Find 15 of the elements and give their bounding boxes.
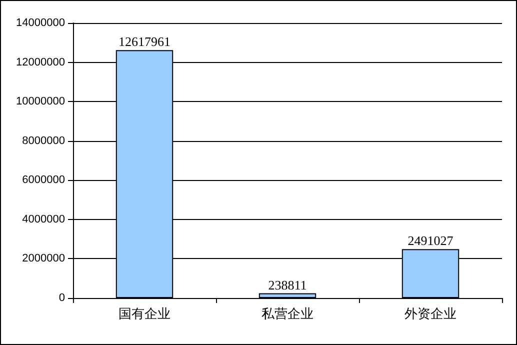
y-tick-label: 10000000 [16, 96, 65, 108]
x-tick-label: 私营企业 [262, 307, 314, 322]
y-tick-label: 4000000 [22, 213, 65, 226]
data-label: 2491027 [408, 233, 454, 248]
bar [258, 293, 316, 298]
y-tick-label: 12000000 [16, 56, 65, 68]
y-tick-label: 2000000 [22, 252, 65, 265]
y-tick-label: 14000000 [16, 17, 65, 29]
data-label: 12617961 [118, 34, 170, 50]
y-tick-label: 6000000 [22, 174, 65, 186]
x-tick-label: 国有企业 [118, 307, 170, 322]
x-tick-label: 外资企业 [404, 307, 456, 322]
y-tick-label: 8000000 [22, 134, 65, 147]
y-tick-label: 0 [58, 292, 65, 304]
data-label: 238811 [268, 277, 307, 292]
